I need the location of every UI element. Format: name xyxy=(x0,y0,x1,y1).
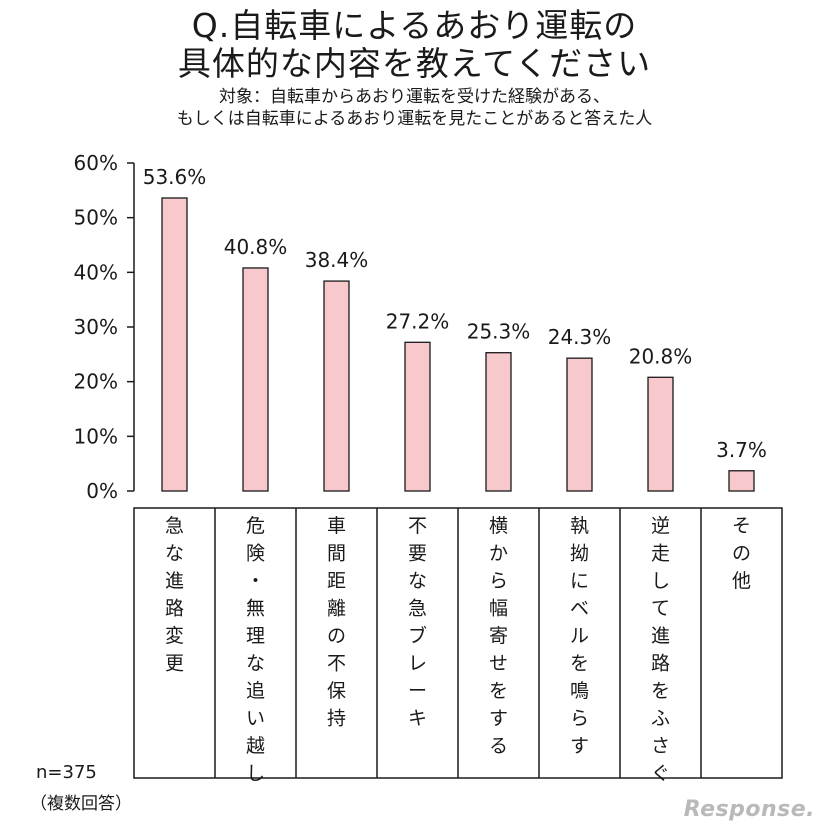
category-label: 急な進路変更 xyxy=(165,515,184,675)
bar xyxy=(404,341,431,492)
data-label: 40.8% xyxy=(224,235,288,259)
category-label: その他 xyxy=(732,515,751,592)
data-label: 25.3% xyxy=(467,320,531,344)
chart-subtitle-line2: もしくは自転車によるあおり運転を見たことがあると答えた人 xyxy=(176,109,653,129)
chart-subtitle-line1: 対象：自転車からあおり運転を受けた経験がある、 xyxy=(219,87,610,107)
bar xyxy=(323,280,350,492)
y-tick-label: 40% xyxy=(74,260,118,284)
bar xyxy=(161,197,188,492)
response-logo: Response. xyxy=(683,797,815,822)
chart-title-line1: Q.自転車によるあおり運転の xyxy=(191,6,638,45)
category-label: 危険・無理な追い越し xyxy=(246,515,265,785)
sample-size: n=375 xyxy=(36,762,97,783)
data-label: 24.3% xyxy=(548,325,612,349)
data-label: 38.4% xyxy=(305,248,369,272)
bar xyxy=(566,357,593,492)
data-label: 27.2% xyxy=(386,309,450,333)
bar xyxy=(647,376,674,492)
category-label: 車間距離の不保持 xyxy=(327,515,346,730)
y-tick-label: 60% xyxy=(74,151,118,175)
data-label: 53.6% xyxy=(143,165,207,189)
bar xyxy=(728,470,755,492)
chart-title-line2: 具体的な内容を教えてください xyxy=(177,44,652,83)
multiple-answer-note: （複数回答） xyxy=(30,794,132,814)
bar xyxy=(242,267,269,492)
category-label: 執拗にベルを鳴らす xyxy=(570,515,589,757)
category-label: 不要な急ブレーキ xyxy=(408,515,427,730)
y-tick-label: 30% xyxy=(74,315,118,339)
y-tick-label: 10% xyxy=(74,424,118,448)
y-tick-label: 50% xyxy=(74,206,118,230)
data-label: 20.8% xyxy=(629,344,693,368)
y-tick-label: 20% xyxy=(74,370,118,394)
y-tick-label: 0% xyxy=(86,479,118,503)
category-label: 横から幅寄せをする xyxy=(489,515,508,757)
data-label: 3.7% xyxy=(716,438,767,462)
bar xyxy=(485,352,512,492)
category-label: 逆走して進路をふさぐ xyxy=(651,515,670,785)
